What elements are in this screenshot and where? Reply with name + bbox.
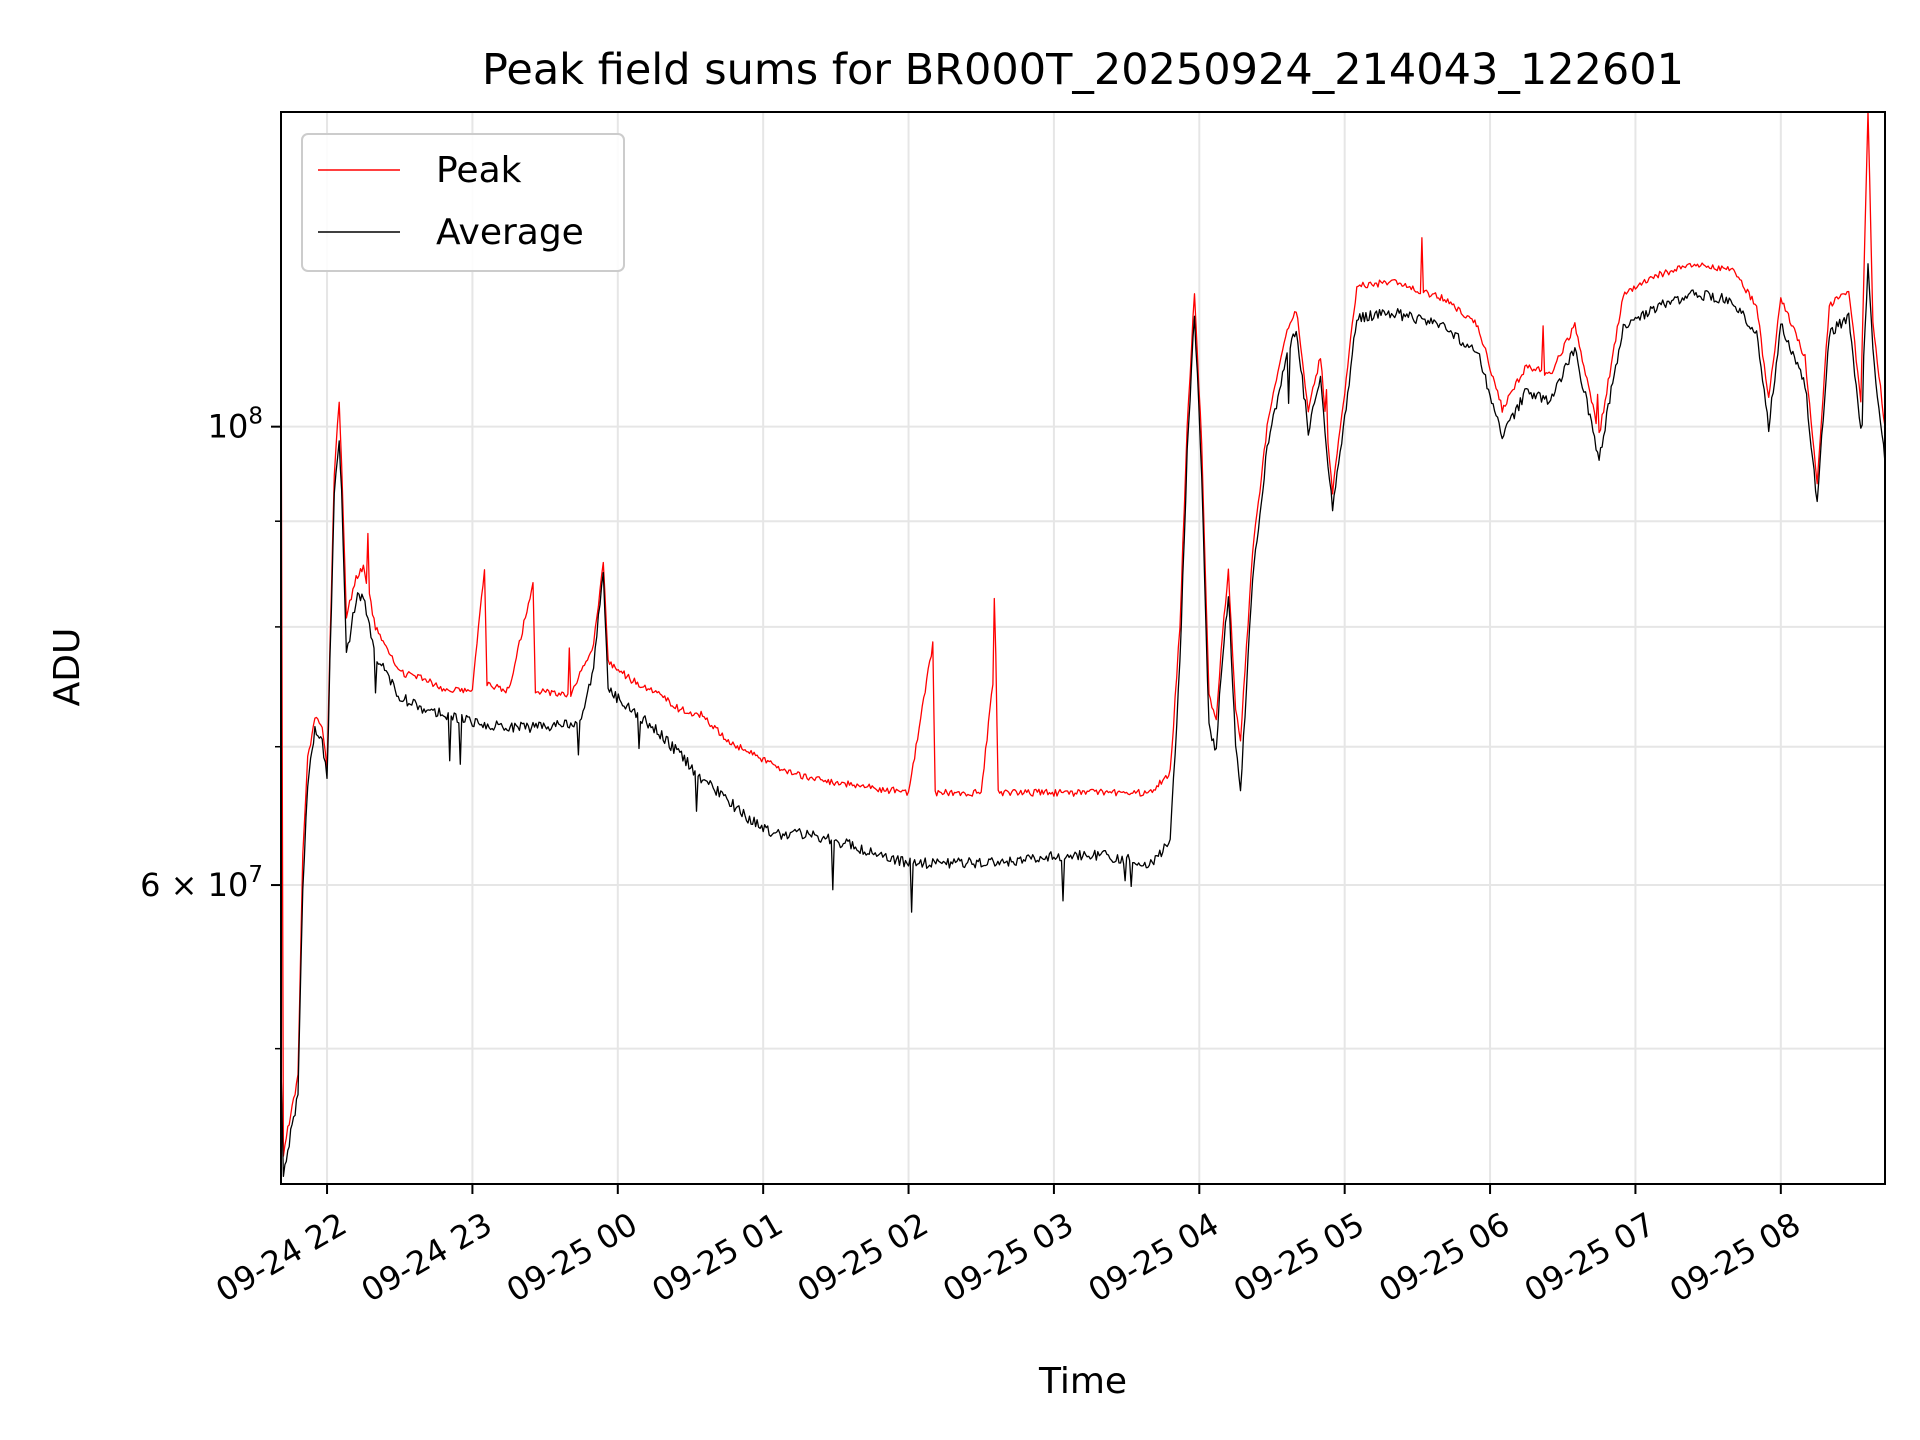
y-axis-label: ADU: [47, 628, 88, 707]
x-axis-label: Time: [1038, 1361, 1127, 1402]
legend: Peak Average: [301, 133, 625, 272]
series-layer: [281, 112, 1885, 1178]
plot-frame: [280, 111, 1886, 1185]
legend-label-peak: Peak: [436, 150, 522, 191]
series-line-average: [281, 263, 1885, 1178]
chart-title: Peak field sums for BR000T_20250924_2140…: [482, 45, 1684, 95]
legend-box: [301, 133, 625, 272]
y-tick-label: 108: [208, 404, 263, 446]
series-line-peak: [281, 112, 1885, 1157]
grid-lines: [281, 112, 1885, 1184]
y-tick-label: 6 × 107: [140, 862, 263, 904]
legend-label-average: Average: [436, 212, 584, 253]
